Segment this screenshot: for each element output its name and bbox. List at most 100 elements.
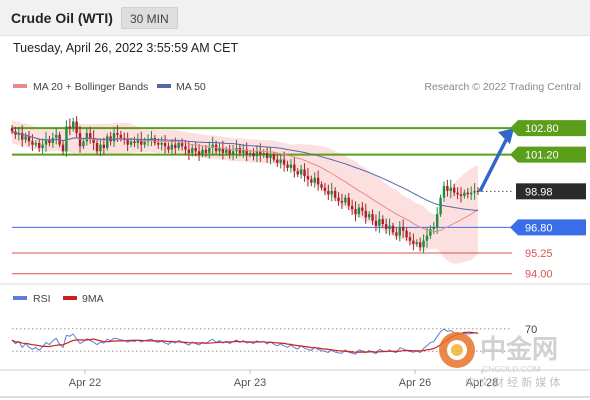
candle-body xyxy=(313,177,316,183)
ma9-legend-label: 9MA xyxy=(82,293,104,305)
candle-body xyxy=(55,134,58,139)
timeframe-badge[interactable]: 30 MIN xyxy=(121,7,178,29)
candle xyxy=(279,153,282,169)
candle-body xyxy=(225,149,228,153)
candle-body xyxy=(391,225,395,233)
candle xyxy=(106,133,109,151)
candle-body xyxy=(306,176,310,180)
time-tick-label: Apr 28 xyxy=(466,377,498,389)
candle-body xyxy=(381,219,384,225)
candle xyxy=(68,118,72,136)
candle xyxy=(316,170,320,191)
ma9-legend-swatch xyxy=(63,296,77,300)
cngold-slogan: 中 文 财 经 新 媒 体 xyxy=(465,375,560,389)
candle xyxy=(412,233,415,251)
candle-body xyxy=(245,149,248,155)
candle xyxy=(398,221,401,242)
candle-body xyxy=(466,192,469,195)
ma20-legend-swatch xyxy=(13,84,27,88)
candle-body xyxy=(408,237,412,241)
candle-body xyxy=(136,139,140,144)
candle-body xyxy=(456,192,459,195)
candle xyxy=(429,225,432,240)
candle-body xyxy=(469,192,473,195)
candle-body xyxy=(228,149,231,155)
candle xyxy=(92,130,95,151)
candle xyxy=(99,139,102,157)
candle-body xyxy=(384,224,388,230)
candle xyxy=(112,126,116,148)
candle-body xyxy=(276,159,279,163)
time-tick-label: Apr 22 xyxy=(69,377,101,389)
candle xyxy=(255,145,259,162)
candle-body xyxy=(296,171,299,175)
candle xyxy=(344,194,347,206)
cngold-logo-core xyxy=(451,344,463,356)
rsi-ma9-line xyxy=(11,331,479,353)
candle xyxy=(24,132,27,144)
candle-body xyxy=(330,191,333,195)
candle xyxy=(456,187,459,200)
candle-body xyxy=(248,152,252,155)
candle-body xyxy=(432,227,435,230)
candle xyxy=(95,139,99,155)
candle xyxy=(211,136,214,156)
candle xyxy=(231,145,235,161)
candle-body xyxy=(303,169,306,177)
candle-body xyxy=(51,138,55,144)
candle xyxy=(160,136,163,151)
candle xyxy=(350,199,354,215)
candle-body xyxy=(316,177,320,185)
candle xyxy=(395,227,398,240)
candle xyxy=(41,138,44,154)
candle-body xyxy=(323,187,327,191)
candle xyxy=(289,159,293,173)
candle-body xyxy=(157,143,160,145)
candle xyxy=(466,188,469,199)
candle-body xyxy=(89,133,92,139)
candle-body xyxy=(116,133,119,135)
candle-body xyxy=(361,207,364,211)
candle-body xyxy=(41,144,44,148)
candle xyxy=(361,202,364,216)
projection-arrow-head xyxy=(498,128,514,145)
candle xyxy=(327,184,330,200)
candle-body xyxy=(371,214,374,221)
cngold-brand-cn: 中金网 xyxy=(480,334,558,364)
candle-body xyxy=(221,147,225,153)
candle-body xyxy=(197,151,201,155)
candle-body xyxy=(231,151,235,155)
candle-body xyxy=(112,133,116,142)
candle-body xyxy=(160,143,163,145)
candle xyxy=(391,222,395,236)
candle-body xyxy=(106,136,109,148)
candle xyxy=(167,142,170,154)
candle xyxy=(293,157,296,178)
ma20-line xyxy=(11,130,479,232)
candle xyxy=(401,219,405,238)
candle xyxy=(408,231,412,246)
candle xyxy=(184,140,187,156)
candle-body xyxy=(289,164,293,168)
chart-header: Crude Oil (WTI) 30 MIN xyxy=(0,0,590,36)
candle xyxy=(367,211,371,221)
candle xyxy=(21,125,24,147)
candle-body xyxy=(378,219,381,226)
candle-body xyxy=(344,197,347,203)
candle-body xyxy=(180,143,184,147)
candle-body xyxy=(340,200,344,203)
level-label-102-80: 102.80 xyxy=(525,123,559,135)
candle xyxy=(418,237,422,252)
candle-body xyxy=(204,149,208,153)
candle xyxy=(405,226,408,241)
level-label-96-80: 96.80 xyxy=(525,222,553,234)
candle xyxy=(119,130,123,142)
candle xyxy=(242,144,245,158)
candle-body xyxy=(350,205,354,210)
candle-body xyxy=(415,242,418,244)
candle xyxy=(27,130,31,147)
candle-body xyxy=(85,133,89,142)
candle-body xyxy=(150,138,153,140)
candle xyxy=(208,141,211,159)
candle xyxy=(374,214,378,232)
